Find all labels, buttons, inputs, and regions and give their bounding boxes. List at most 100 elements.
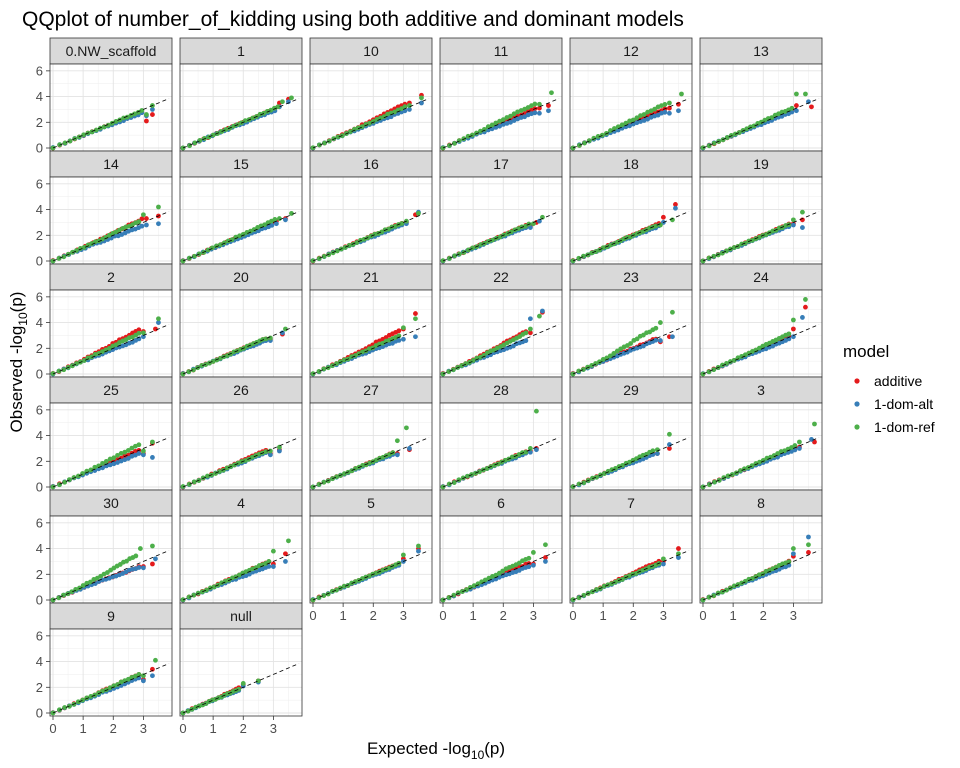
qq-point-1-dom-ref [219, 580, 225, 586]
qq-point-1-dom-ref [465, 133, 471, 139]
qq-point-1-dom-ref [523, 330, 529, 336]
qq-point-1-dom-ref [611, 126, 617, 131]
qq-point-1-dom-alt [407, 107, 412, 112]
reference-line [572, 550, 690, 601]
qq-point-1-dom-alt [269, 222, 275, 228]
qq-point-1-dom-ref [736, 130, 742, 136]
legend-key [854, 401, 860, 407]
facet-strip-label: 4 [237, 495, 245, 511]
qq-point-1-dom-ref [452, 140, 457, 146]
facet-strip [569, 376, 693, 404]
qq-point-1-dom-ref [471, 583, 477, 588]
qq-point-1-dom-ref [416, 211, 421, 216]
qq-point-1-dom-ref [601, 471, 607, 476]
qq-point-1-dom-ref [532, 101, 538, 107]
qq-point-1-dom-ref [465, 473, 470, 479]
qq-point-1-dom-alt [543, 559, 548, 564]
qq-point-1-dom-ref [367, 120, 372, 126]
facet-strip-label: 1 [237, 43, 245, 59]
facet-panel: 11 [439, 37, 563, 152]
qq-point-1-dom-alt [140, 334, 146, 340]
qq-point-1-dom-ref [711, 140, 717, 146]
qq-point-1-dom-ref [609, 581, 615, 587]
qq-point-1-dom-ref [478, 128, 483, 134]
facet-strip-label: 27 [363, 382, 379, 398]
qq-point-1-dom-ref [186, 594, 192, 600]
qq-point-1-dom-ref [670, 309, 675, 315]
qq-point-1-dom-alt [111, 461, 117, 467]
qq-point-1-dom-ref [711, 253, 717, 259]
qq-point-1-dom-ref [527, 326, 533, 332]
qq-point-1-dom-ref [107, 456, 113, 462]
qq-point-1-dom-ref [153, 657, 158, 663]
x-tick-label: 2 [630, 608, 637, 623]
qq-point-1-dom-alt [794, 108, 799, 114]
qq-point-1-dom-ref [400, 552, 406, 558]
x-tick-label: 0 [49, 721, 56, 736]
x-tick-label: 3 [530, 608, 537, 623]
reference-line [182, 663, 300, 714]
facet-panel: 0.NW_scaffold 0 2 4 6 [36, 37, 173, 156]
qq-point-additive [144, 118, 149, 124]
qq-point-1-dom-ref [450, 367, 456, 373]
qq-point-1-dom-alt [653, 337, 659, 343]
qq-point-1-dom-alt [125, 456, 131, 461]
qq-point-1-dom-alt [485, 127, 491, 133]
qq-point-1-dom-ref [576, 481, 582, 487]
qq-point-1-dom-alt [537, 110, 542, 116]
facet-strip [309, 376, 433, 404]
qq-point-1-dom-ref [75, 699, 81, 705]
qq-point-1-dom-ref [792, 443, 798, 448]
qq-point-1-dom-ref [489, 122, 495, 128]
qq-point-1-dom-ref [205, 473, 210, 479]
qq-point-1-dom-ref [786, 331, 792, 337]
qq-point-1-dom-ref [594, 474, 599, 480]
qq-point-1-dom-ref [125, 448, 131, 453]
qq-point-additive [667, 105, 672, 111]
x-tick-label: 3 [270, 721, 277, 736]
panel-background [440, 290, 562, 377]
y-tick-label: 6 [36, 63, 43, 78]
x-tick-label: 0 [699, 608, 706, 623]
qq-point-1-dom-ref [447, 256, 452, 261]
facet-strip-label: 30 [103, 495, 119, 511]
qq-point-1-dom-ref [231, 123, 237, 129]
qq-point-1-dom-ref [526, 555, 532, 561]
facet-strip [569, 150, 693, 178]
facet-strip [179, 376, 303, 404]
qq-point-1-dom-ref [67, 477, 72, 483]
qq-point-additive [660, 214, 666, 220]
qq-point-1-dom-ref [125, 676, 131, 682]
qq-point-1-dom-ref [607, 353, 613, 359]
qq-point-1-dom-ref [416, 543, 421, 549]
qq-point-1-dom-ref [530, 550, 536, 555]
qq-point-1-dom-ref [711, 367, 717, 373]
x-tick-label: 0 [439, 608, 446, 623]
legend-label: additive [874, 373, 922, 389]
reference-line [442, 324, 560, 375]
facet-panel: 6 0 1 2 3 [439, 489, 563, 623]
qq-point-1-dom-alt [806, 534, 811, 540]
qq-point-1-dom-ref [341, 583, 347, 589]
qq-point-1-dom-alt [153, 556, 158, 562]
qq-point-additive [794, 103, 799, 108]
qq-point-1-dom-alt [627, 123, 632, 129]
qq-point-1-dom-ref [107, 685, 113, 691]
facet-strip-label: 12 [623, 43, 639, 59]
qq-point-1-dom-ref [653, 223, 659, 229]
qq-point-1-dom-alt [790, 551, 796, 557]
qq-point-1-dom-ref [459, 363, 465, 368]
facet-strip-label: 28 [493, 382, 509, 398]
panel-border [439, 515, 563, 604]
qq-point-1-dom-ref [712, 479, 717, 485]
facet-strip-label: 11 [494, 43, 509, 59]
qq-point-1-dom-ref [475, 581, 481, 587]
facet-panel: 25 0 2 4 6 [36, 376, 173, 495]
qq-point-1-dom-ref [316, 368, 322, 374]
qq-point-1-dom-ref [150, 543, 155, 549]
qq-point-1-dom-ref [504, 115, 510, 120]
reference-line [182, 324, 300, 375]
facet-panel: 29 [569, 376, 693, 491]
qq-point-1-dom-ref [797, 439, 802, 445]
qq-point-1-dom-ref [61, 367, 67, 373]
